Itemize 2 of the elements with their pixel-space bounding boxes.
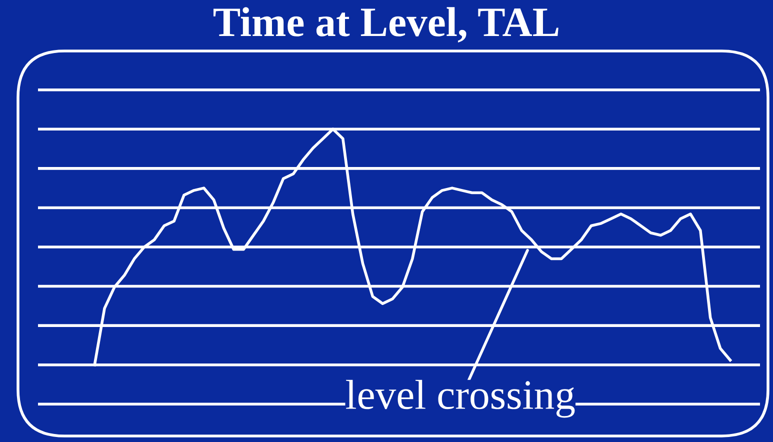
chart-title: Time at Level, TAL xyxy=(214,7,558,42)
text: level crossing xyxy=(346,380,575,418)
